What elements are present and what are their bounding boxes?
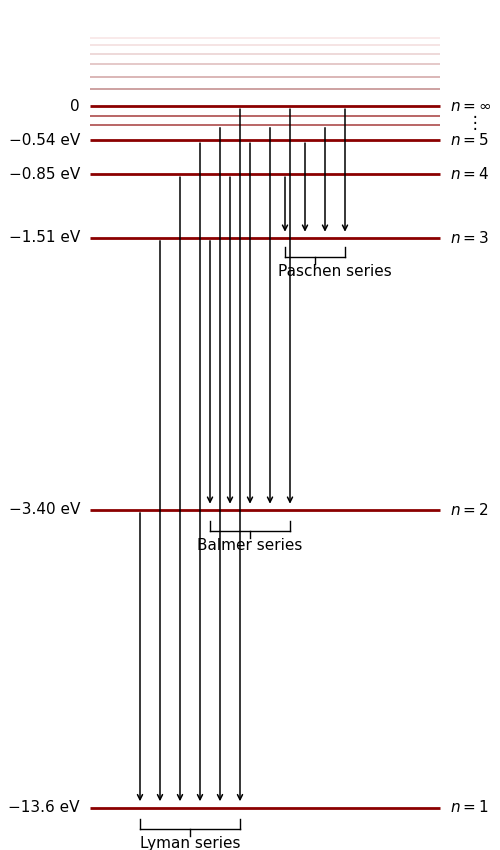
Text: Balmer series: Balmer series — [198, 538, 302, 553]
Text: $n = 5$: $n = 5$ — [450, 133, 488, 148]
Text: −13.6 eV: −13.6 eV — [8, 800, 80, 815]
Text: $n = 1$: $n = 1$ — [450, 800, 488, 815]
Text: ⋮: ⋮ — [466, 114, 483, 133]
Text: $n = \infty$: $n = \infty$ — [450, 99, 492, 114]
Text: Paschen series: Paschen series — [278, 264, 392, 279]
Text: −3.40 eV: −3.40 eV — [8, 502, 80, 518]
Text: Lyman series: Lyman series — [140, 836, 240, 850]
Text: $n = 3$: $n = 3$ — [450, 230, 489, 246]
Text: −1.51 eV: −1.51 eV — [9, 230, 80, 246]
Text: $n = 4$: $n = 4$ — [450, 167, 489, 182]
Text: −0.85 eV: −0.85 eV — [9, 167, 80, 182]
Text: $n = 2$: $n = 2$ — [450, 502, 488, 518]
Text: 0: 0 — [70, 99, 80, 114]
Text: −0.54 eV: −0.54 eV — [9, 133, 80, 148]
